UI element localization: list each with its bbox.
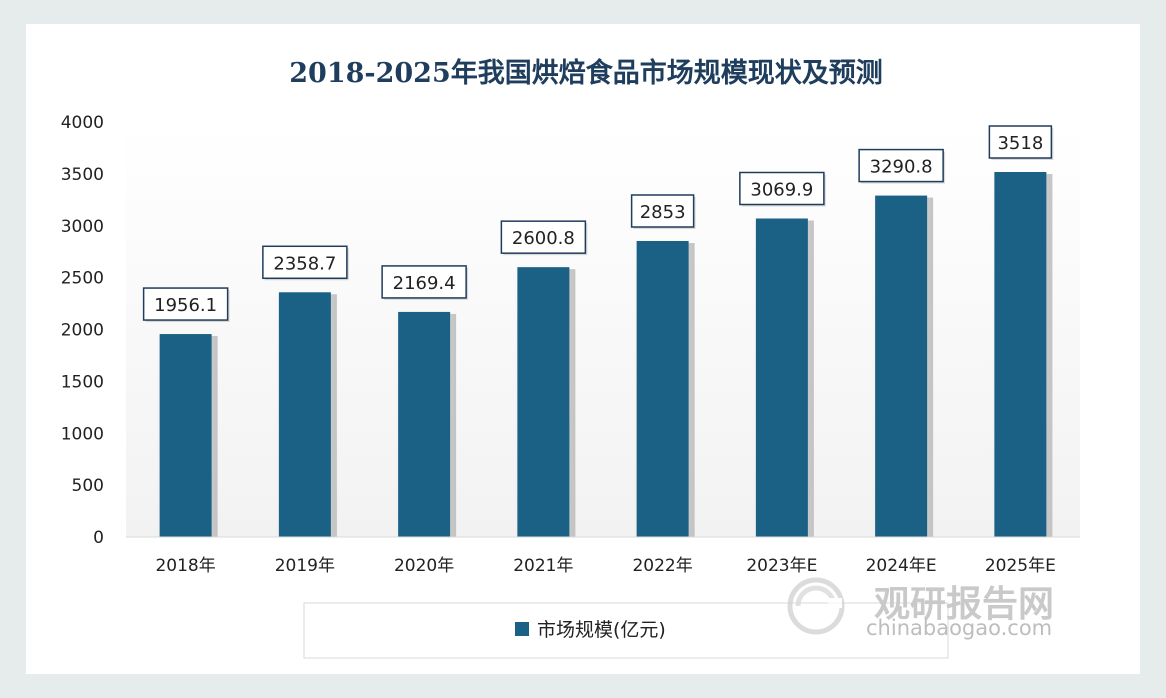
chart-title: 2018-2025年我国烘焙食品市场规模现状及预测 bbox=[289, 57, 883, 89]
y-axis-ticks: 0 500 1000 1500 2000 2500 3000 3500 4000 bbox=[61, 113, 104, 548]
data-label-text: 2600.8 bbox=[512, 228, 575, 249]
y-tick-label: 500 bbox=[72, 476, 104, 496]
y-tick-label: 3500 bbox=[61, 165, 104, 185]
data-label: 3518 bbox=[988, 125, 1054, 161]
data-label-box bbox=[858, 148, 944, 183]
y-tick-label: 2000 bbox=[61, 321, 104, 341]
watermark-brand: 观研报告网 bbox=[874, 584, 1054, 625]
x-tick-label: 2022年 bbox=[632, 556, 692, 576]
data-label-text: 3069.9 bbox=[750, 179, 813, 200]
bar bbox=[278, 292, 331, 537]
x-tick-label: 2023年E bbox=[746, 556, 817, 576]
data-label-text: 2358.7 bbox=[273, 253, 336, 274]
bar bbox=[636, 241, 689, 537]
watermark-logo-icon bbox=[787, 577, 845, 635]
data-label: 1956.1 bbox=[142, 287, 230, 323]
bar bbox=[875, 195, 928, 537]
data-label-text: 2169.4 bbox=[393, 273, 456, 294]
watermark-url: chinabaogao.com bbox=[866, 616, 1052, 640]
data-label-box bbox=[630, 194, 695, 228]
data-label-text: 3290.8 bbox=[870, 157, 933, 178]
y-tick-label: 1000 bbox=[61, 424, 104, 444]
bar bbox=[994, 172, 1047, 537]
watermark: 观研报告网 chinabaogao.com bbox=[787, 577, 1054, 640]
bar bbox=[398, 311, 451, 537]
data-label: 3069.9 bbox=[739, 171, 826, 207]
x-tick-label: 2020年 bbox=[394, 556, 454, 576]
data-labels: 1956.1 2358.7 2169.4 2600.8 2853 3069.9 3290.8… bbox=[142, 125, 1054, 323]
bars bbox=[155, 172, 1053, 538]
bar bbox=[517, 267, 570, 537]
data-label-text: 1956.1 bbox=[154, 295, 217, 316]
data-label: 3290.8 bbox=[858, 148, 946, 184]
data-label-box bbox=[262, 245, 348, 280]
data-label-box bbox=[988, 125, 1053, 159]
data-label: 2169.4 bbox=[381, 265, 469, 300]
chart-frame: 2018-2025年我国烘焙食品市场规模现状及预测 0 500 1000 1500 20… bbox=[26, 24, 1140, 674]
bar-chart: 2018-2025年我国烘焙食品市场规模现状及预测 0 500 1000 1500 20… bbox=[61, 57, 1080, 659]
data-label-text: 2853 bbox=[640, 202, 686, 223]
x-tick-label: 2024年E bbox=[866, 556, 937, 576]
data-label-box bbox=[500, 220, 587, 254]
data-label-box bbox=[142, 287, 229, 321]
data-label-box bbox=[381, 265, 467, 299]
y-tick-label: 2500 bbox=[61, 269, 104, 289]
data-label: 2853 bbox=[630, 194, 696, 230]
bar bbox=[755, 218, 808, 538]
x-tick-label: 2021年 bbox=[513, 556, 573, 576]
legend-swatch bbox=[515, 622, 529, 636]
y-tick-label: 3000 bbox=[61, 217, 104, 237]
data-label-text: 3518 bbox=[997, 133, 1043, 154]
y-tick-label: 0 bbox=[93, 528, 104, 548]
x-tick-label: 2025年E bbox=[985, 556, 1056, 576]
y-tick-label: 4000 bbox=[61, 113, 104, 133]
legend-label: 市场规模(亿元) bbox=[537, 619, 666, 641]
plot-area bbox=[126, 122, 1080, 537]
data-label: 2358.7 bbox=[262, 245, 349, 281]
x-tick-label: 2019年 bbox=[275, 556, 335, 576]
data-label: 2600.8 bbox=[500, 220, 588, 256]
y-tick-label: 1500 bbox=[61, 372, 104, 392]
data-label-box bbox=[739, 171, 825, 206]
x-axis-ticks: 2018年 2019年 2020年 2021年 2022年 2023年E 2024年E 202… bbox=[155, 556, 1055, 576]
legend: 市场规模(亿元) bbox=[303, 602, 949, 659]
x-tick-label: 2018年 bbox=[155, 556, 215, 576]
bar bbox=[159, 334, 212, 537]
